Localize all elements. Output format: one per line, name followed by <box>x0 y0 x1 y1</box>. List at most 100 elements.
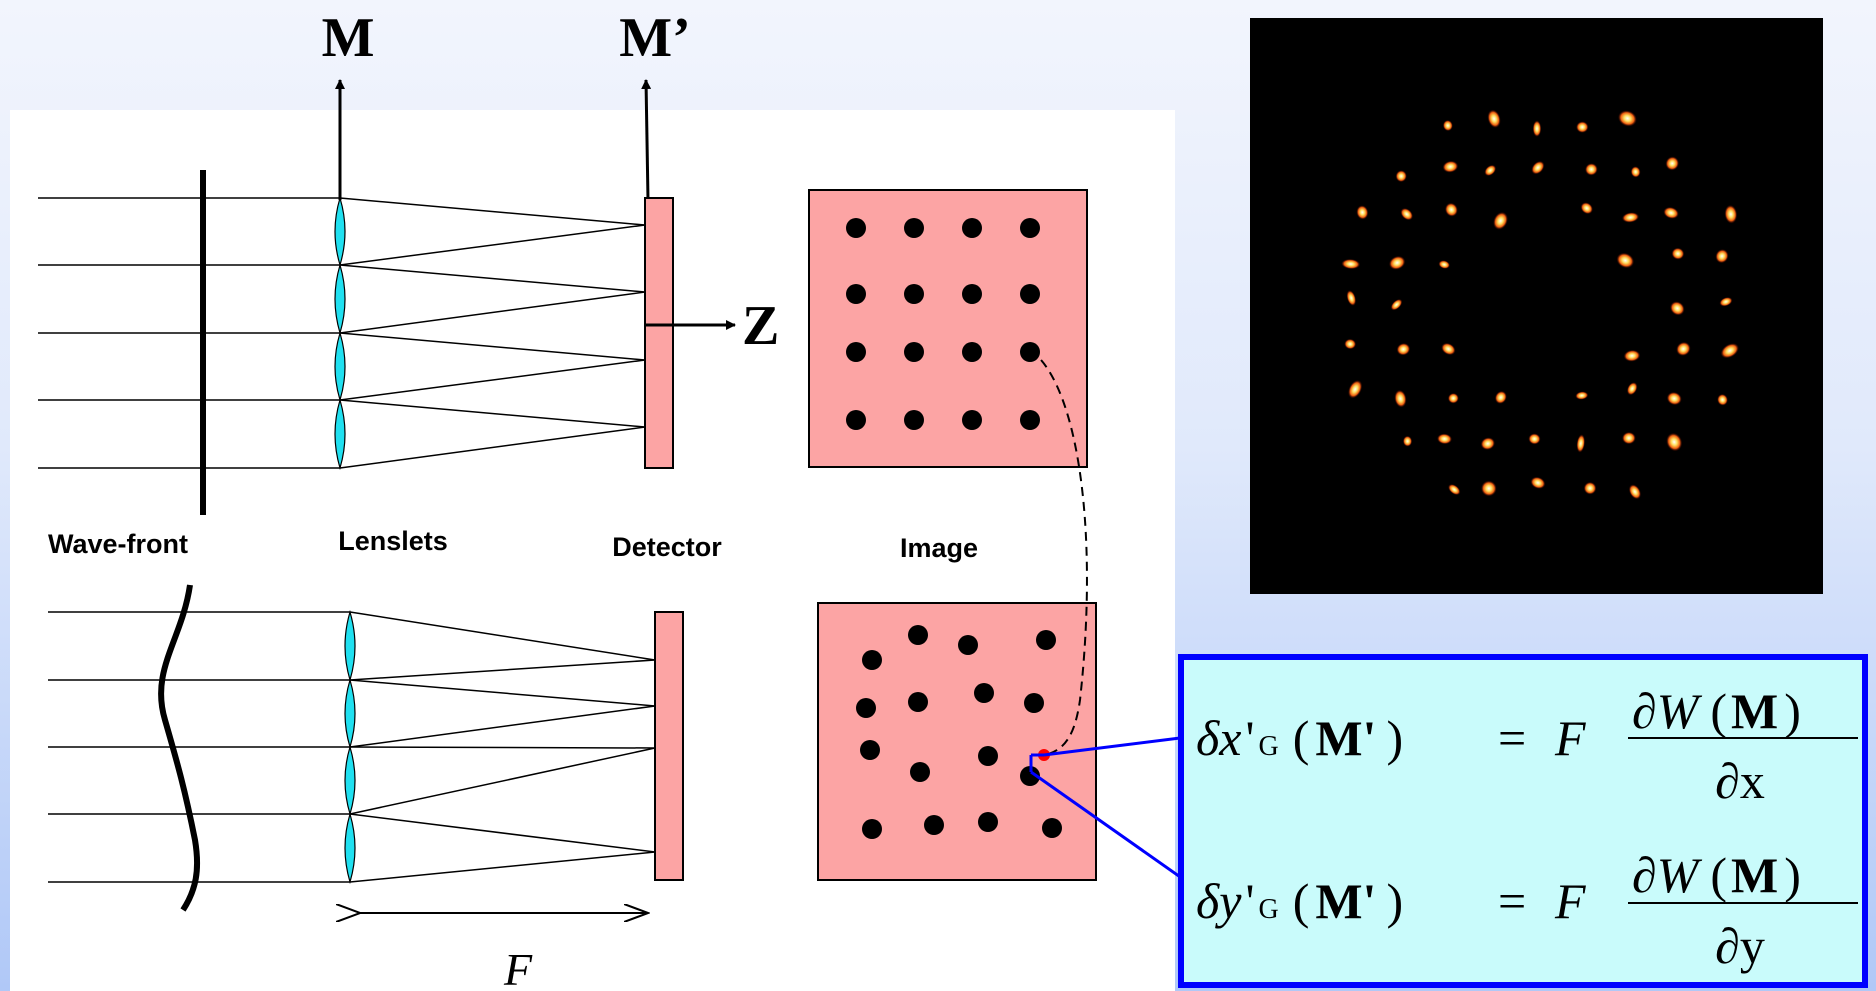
measured-spot <box>1395 170 1407 183</box>
focused-ray <box>339 197 646 226</box>
detector-bottom <box>654 611 684 881</box>
measured-spot <box>1576 434 1586 453</box>
reference-spot <box>962 410 982 430</box>
formula-x-factor: F <box>1554 710 1586 766</box>
displaced-spot <box>924 815 944 835</box>
displaced-spot <box>974 683 994 703</box>
reference-spot <box>1020 284 1040 304</box>
reference-spot <box>846 284 866 304</box>
measured-spot <box>1390 298 1403 311</box>
measured-spot <box>1441 342 1456 356</box>
arrow-m-prime <box>641 79 652 201</box>
measured-spot <box>1487 109 1501 128</box>
measured-spot <box>1388 255 1406 270</box>
measured-spot <box>1346 290 1357 306</box>
focused-ray <box>349 747 656 815</box>
displaced-spot <box>1020 766 1040 786</box>
reference-spot <box>904 218 924 238</box>
reference-spot <box>962 218 982 238</box>
measured-spot <box>1436 433 1453 445</box>
measured-spot <box>1444 202 1458 217</box>
displacement-link-curve <box>1029 349 1088 756</box>
displaced-spot <box>860 740 880 760</box>
displaced-spot <box>1036 630 1056 650</box>
measured-spot-image <box>1250 18 1823 594</box>
displaced-spots <box>856 625 1062 839</box>
focused-ray <box>349 659 656 681</box>
measured-spot <box>1626 382 1638 396</box>
measured-spot <box>1480 437 1496 450</box>
measured-spot <box>1344 338 1357 350</box>
focused-ray <box>339 224 646 266</box>
focused-rays-bottom <box>349 611 656 883</box>
reference-spot <box>1020 218 1040 238</box>
focused-ray <box>339 359 646 401</box>
measured-spot <box>1628 484 1642 500</box>
measured-spot <box>1442 160 1459 173</box>
displaced-spot <box>958 635 978 655</box>
measured-spot <box>1719 297 1733 307</box>
measured-spot <box>1724 204 1738 224</box>
focused-ray <box>349 813 656 853</box>
measured-spot <box>1676 341 1691 356</box>
reference-spot <box>904 410 924 430</box>
measured-spot <box>1616 252 1635 269</box>
measured-spot <box>1530 476 1546 489</box>
reference-spot <box>962 284 982 304</box>
measured-spot <box>1442 119 1453 132</box>
label-image: Image <box>900 533 978 563</box>
measured-spot <box>1666 432 1683 452</box>
measured-spot <box>1715 249 1729 264</box>
measured-spot <box>1623 349 1641 362</box>
label-m-prime: M’ <box>619 7 691 69</box>
label-detector: Detector <box>612 532 722 562</box>
focused-ray <box>349 705 656 748</box>
measured-spot <box>1528 433 1541 445</box>
label-m: M <box>322 7 375 69</box>
measured-spot <box>1341 258 1361 270</box>
reference-spot <box>1020 342 1040 362</box>
reference-spot <box>962 342 982 362</box>
displaced-spot <box>862 650 882 670</box>
measured-spot <box>1671 247 1685 260</box>
measured-spot <box>1621 212 1640 223</box>
measured-spot <box>1580 202 1593 215</box>
label-focal-length: F <box>503 944 533 991</box>
flat-wavefront-setup: Z <box>38 170 1088 515</box>
measured-spot <box>1356 205 1369 220</box>
measured-spot <box>1669 301 1685 316</box>
focused-ray <box>349 679 656 707</box>
measured-spot <box>1663 206 1679 219</box>
measured-spot <box>1438 260 1450 269</box>
measured-spot <box>1348 379 1363 399</box>
detector-top <box>644 197 674 469</box>
reference-spot <box>904 284 924 304</box>
measured-spots <box>1341 109 1739 500</box>
focused-ray <box>349 746 656 749</box>
formula-y-numerator: ∂W (M) <box>1632 847 1801 903</box>
aberrated-wavefront-setup: F <box>48 584 1097 991</box>
formula-x-equals: = <box>1498 710 1526 766</box>
formula-x-lhs: δx' G(M') <box>1196 710 1403 766</box>
aberrated-wavefront-line <box>158 584 200 912</box>
formula-x-numerator: ∂W (M) <box>1632 683 1801 739</box>
measured-spot <box>1396 343 1411 356</box>
reference-spot <box>846 342 866 362</box>
measured-spot <box>1394 389 1407 408</box>
measured-spot <box>1621 431 1636 445</box>
formula-y: δy' G(M') = F ∂W (M) ∂y <box>1196 847 1858 974</box>
displaced-spot <box>910 762 930 782</box>
measured-spot <box>1576 121 1589 133</box>
formula-y-denominator: ∂y <box>1715 918 1765 974</box>
incoming-rays-bottom <box>48 611 350 883</box>
focused-ray <box>339 399 646 428</box>
displaced-spot <box>978 746 998 766</box>
formula-x: δx' G(M') = F ∂W (M) ∂x <box>1196 683 1858 809</box>
measured-spot <box>1532 120 1542 137</box>
measured-spot <box>1666 391 1682 406</box>
measured-spot <box>1665 156 1680 171</box>
reference-spot <box>846 410 866 430</box>
label-lenslets: Lenslets <box>338 526 448 556</box>
measured-spot <box>1480 480 1497 497</box>
